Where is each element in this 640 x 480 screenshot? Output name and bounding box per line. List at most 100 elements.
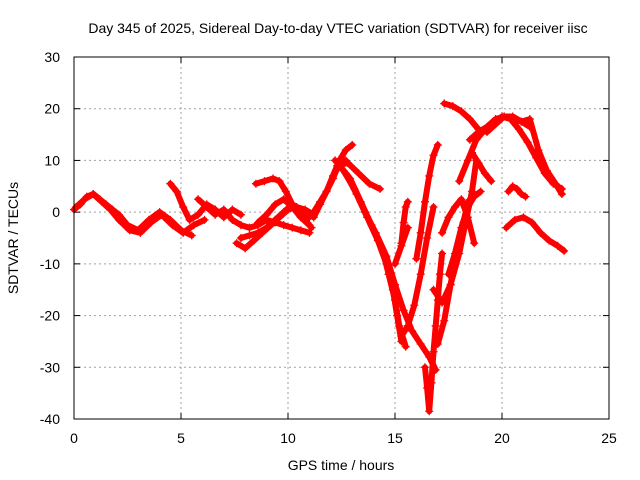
data-series bbox=[391, 223, 412, 268]
data-point bbox=[80, 195, 89, 204]
data-point bbox=[401, 342, 410, 351]
data-point bbox=[279, 195, 288, 204]
x-tick-label: 15 bbox=[387, 430, 403, 446]
data-point bbox=[72, 202, 81, 211]
data-series bbox=[420, 249, 447, 416]
data-point bbox=[228, 205, 237, 214]
x-axis-label: GPS time / hours bbox=[288, 457, 395, 473]
data-point bbox=[491, 115, 500, 124]
data-point bbox=[448, 102, 457, 111]
data-point bbox=[296, 213, 305, 222]
data-point bbox=[420, 197, 429, 206]
data-point bbox=[269, 174, 278, 183]
data-point bbox=[348, 140, 357, 149]
data-point bbox=[416, 270, 425, 279]
y-tick-label: -10 bbox=[40, 256, 60, 272]
data-point bbox=[279, 221, 288, 230]
data-point bbox=[412, 254, 421, 263]
data-point bbox=[502, 223, 511, 232]
data-point bbox=[450, 249, 459, 258]
data-point bbox=[341, 146, 350, 155]
series-trace bbox=[439, 196, 478, 247]
data-point bbox=[521, 192, 530, 201]
data-point bbox=[433, 340, 442, 349]
data-point bbox=[194, 210, 203, 219]
data-series bbox=[468, 148, 496, 186]
data-point bbox=[179, 228, 188, 237]
data-series bbox=[412, 140, 442, 263]
data-point bbox=[354, 169, 363, 178]
y-tick-label: 10 bbox=[44, 152, 60, 168]
data-point bbox=[288, 202, 297, 211]
data-point bbox=[408, 327, 417, 336]
series-trace bbox=[445, 188, 484, 278]
data-point bbox=[444, 213, 453, 222]
data-point bbox=[532, 153, 541, 162]
data-area bbox=[70, 99, 569, 416]
data-point bbox=[275, 177, 284, 186]
data-point bbox=[525, 115, 534, 124]
data-point bbox=[483, 122, 492, 131]
data-point bbox=[450, 202, 459, 211]
data-point bbox=[474, 159, 483, 168]
data-point bbox=[425, 171, 434, 180]
data-point bbox=[517, 117, 526, 126]
series-trace bbox=[73, 191, 208, 236]
data-point bbox=[322, 187, 331, 196]
data-point bbox=[371, 228, 380, 237]
data-point bbox=[508, 182, 517, 191]
data-point bbox=[350, 184, 359, 193]
data-point bbox=[457, 223, 466, 232]
data-point bbox=[527, 218, 536, 227]
data-series bbox=[504, 182, 530, 201]
data-point bbox=[420, 363, 429, 372]
data-point bbox=[468, 187, 477, 196]
data-point bbox=[403, 197, 412, 206]
data-point bbox=[476, 187, 485, 196]
data-point bbox=[429, 347, 438, 356]
data-series bbox=[339, 166, 440, 374]
data-point bbox=[504, 187, 513, 196]
data-point bbox=[455, 177, 464, 186]
data-point bbox=[468, 148, 477, 157]
data-point bbox=[251, 179, 260, 188]
data-point bbox=[465, 135, 474, 144]
x-tick-label: 5 bbox=[177, 430, 185, 446]
y-tick-label: 0 bbox=[52, 204, 60, 220]
data-point bbox=[236, 234, 245, 242]
data-point bbox=[200, 215, 209, 224]
data-point bbox=[328, 171, 337, 180]
data-point bbox=[305, 221, 314, 230]
data-point bbox=[147, 218, 156, 227]
data-point bbox=[536, 228, 545, 237]
data-point bbox=[376, 184, 385, 193]
data-point bbox=[254, 228, 263, 237]
data-point bbox=[245, 223, 254, 232]
data-point bbox=[545, 236, 554, 245]
data-point bbox=[440, 99, 449, 108]
data-point bbox=[399, 306, 408, 315]
series-trace bbox=[413, 141, 441, 262]
data-point bbox=[560, 246, 569, 255]
data-point bbox=[236, 210, 245, 219]
data-point bbox=[431, 321, 440, 330]
data-point bbox=[534, 146, 543, 155]
data-point bbox=[401, 202, 410, 211]
data-point bbox=[429, 285, 438, 294]
data-point bbox=[339, 166, 348, 175]
data-point bbox=[245, 231, 254, 240]
data-point bbox=[249, 236, 258, 245]
data-point bbox=[470, 192, 479, 201]
data-point bbox=[236, 221, 245, 230]
data-point bbox=[228, 215, 237, 224]
data-point bbox=[403, 223, 412, 232]
x-tick-label: 0 bbox=[70, 430, 78, 446]
data-point bbox=[423, 234, 432, 242]
data-point bbox=[549, 179, 558, 188]
data-series bbox=[309, 140, 357, 222]
axes-ticks: 0 5 10 15 20 25 -40 -30 -20 -10 0 10 20 30 bbox=[40, 49, 617, 446]
x-tick-label: 25 bbox=[601, 430, 617, 446]
data-point bbox=[179, 202, 188, 211]
data-point bbox=[457, 107, 466, 116]
